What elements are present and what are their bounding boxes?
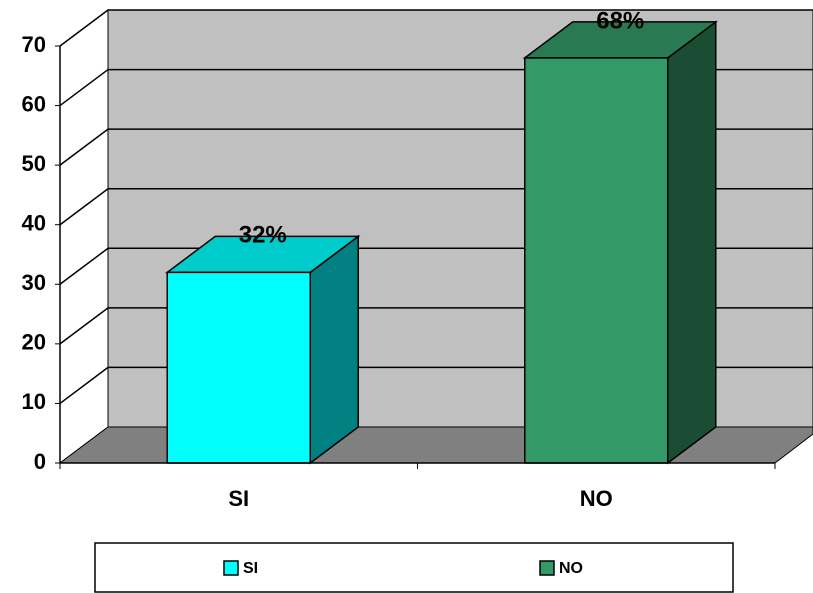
legend (94, 542, 734, 593)
y-tick-label: 10 (22, 389, 46, 414)
y-tick-label: 70 (22, 32, 46, 57)
bar (166, 271, 311, 464)
legend-label: NO (559, 560, 583, 577)
grid-line (59, 9, 813, 47)
bars (165, 20, 718, 465)
y-tick-label: 60 (22, 91, 46, 116)
side-wall (59, 9, 109, 464)
y-tick-label: 20 (22, 330, 46, 355)
bar-side (667, 20, 717, 465)
legend-swatch (539, 560, 555, 576)
y-tick-label: 50 (22, 151, 46, 176)
bar-side (309, 234, 359, 465)
x-tick-label: NO (580, 486, 613, 511)
value-label: 68% (596, 7, 644, 34)
legend-swatch (223, 560, 239, 576)
y-tick-label: 30 (22, 270, 46, 295)
legend-label: SI (243, 560, 258, 577)
y-tick-label: 40 (22, 211, 46, 236)
value-label: 32% (239, 222, 287, 249)
x-tick-label: SI (228, 486, 249, 511)
y-tick-label: 0 (34, 449, 46, 474)
bar (524, 57, 669, 464)
